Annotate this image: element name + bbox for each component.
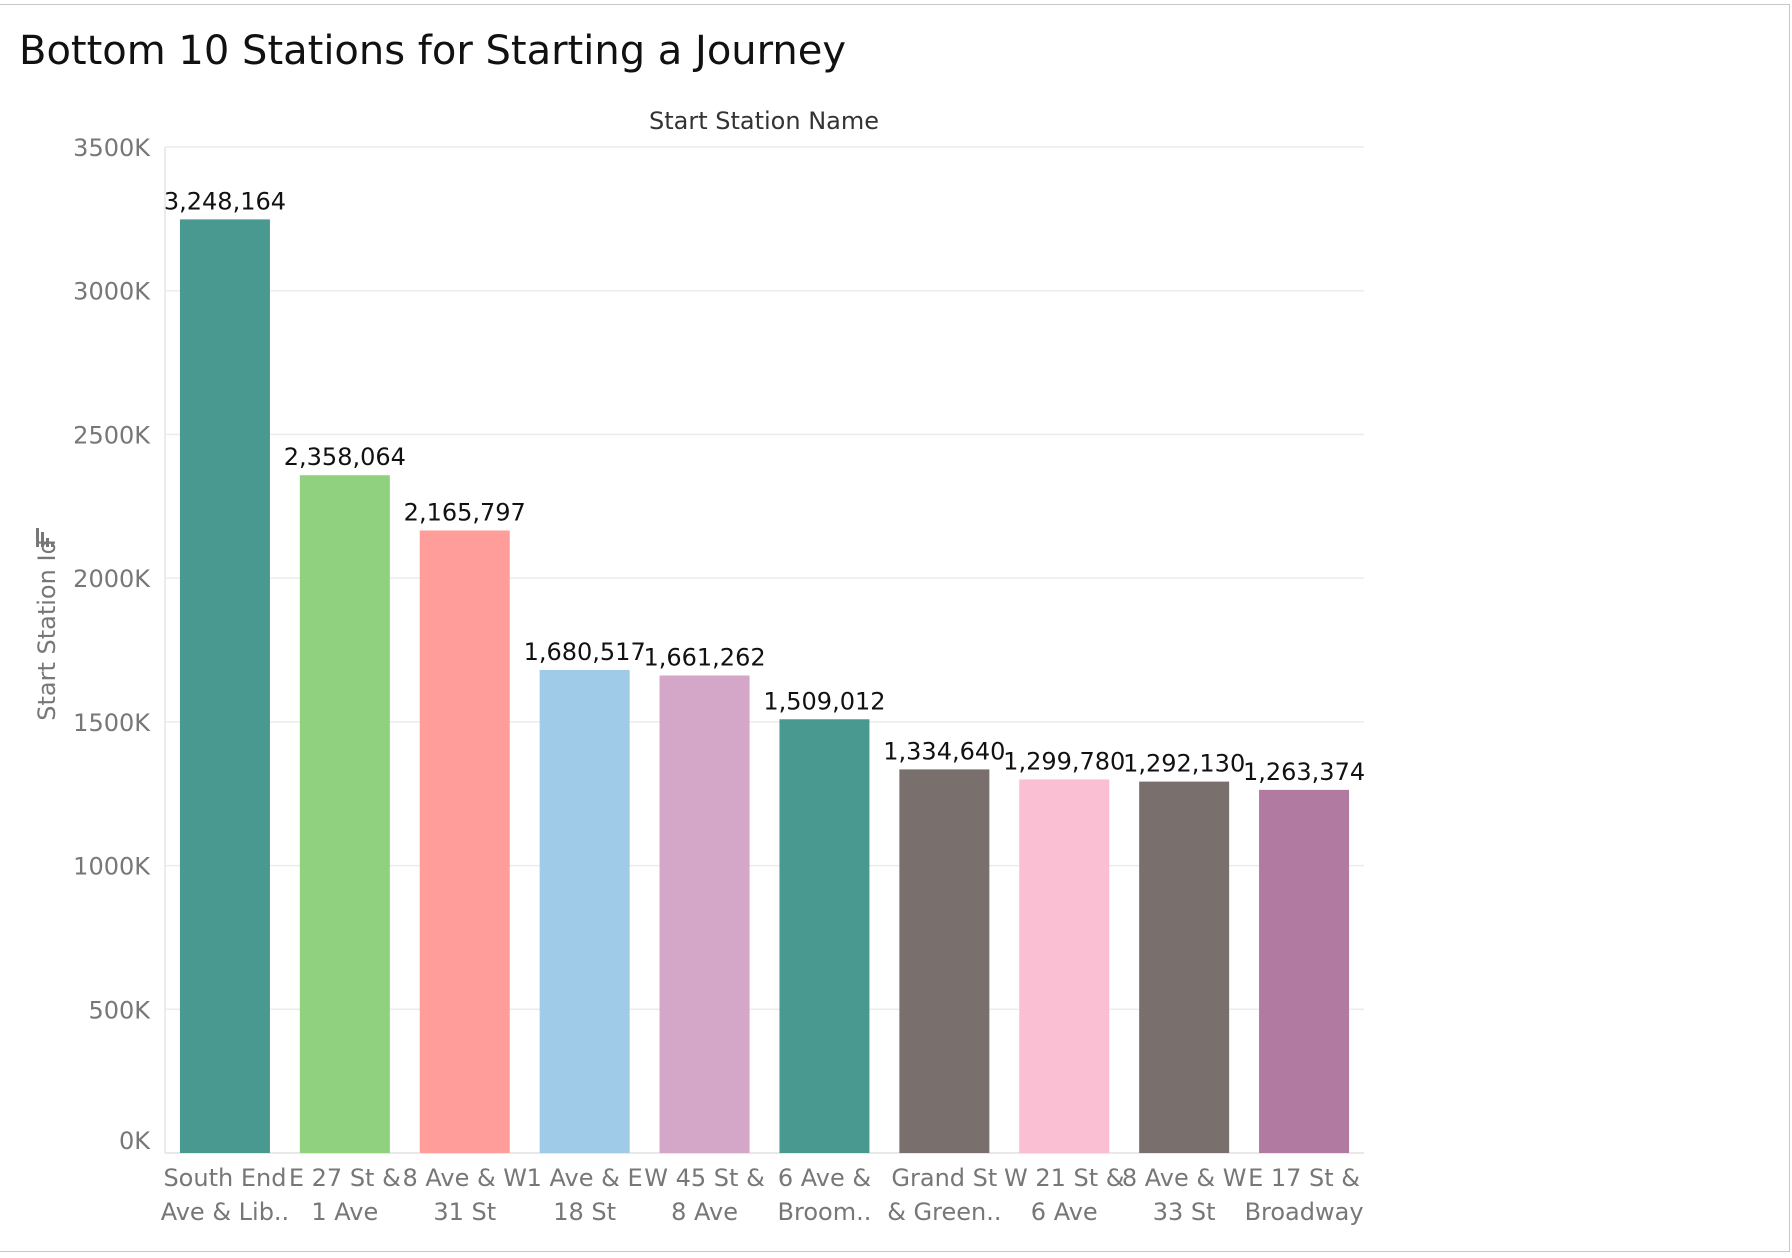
x-tick-label: 31 St xyxy=(433,1198,496,1226)
bar[interactable] xyxy=(299,475,390,1153)
x-tick-label: W 45 St & xyxy=(644,1164,765,1192)
value-label: 1,680,517 xyxy=(524,638,646,666)
y-tick-label: 0K xyxy=(119,1127,151,1155)
y-tick-label: 2500K xyxy=(73,421,151,449)
value-label: 1,263,374 xyxy=(1243,758,1365,786)
x-axis-labels: South End Ave & Lib..E 27 St & 1 Ave 8 Ave … xyxy=(161,1164,1364,1226)
value-label: 1,292,130 xyxy=(1123,750,1245,778)
x-tick-label: 6 Ave xyxy=(1031,1198,1098,1226)
x-tick-label: 8 Ave & W xyxy=(1122,1164,1247,1192)
value-label: 1,509,012 xyxy=(763,687,885,715)
x-tick-label: Broom.. xyxy=(778,1198,872,1226)
x-tick-label: & Green.. xyxy=(887,1198,1001,1226)
bar[interactable] xyxy=(419,530,510,1153)
value-label: 3,248,164 xyxy=(164,187,286,215)
x-tick-label: Broadway xyxy=(1245,1198,1364,1226)
chart-frame xyxy=(0,4,1790,1252)
bar[interactable] xyxy=(539,669,630,1153)
x-tick-label: 1 Ave & E xyxy=(527,1164,643,1192)
x-tick-label: 1 Ave xyxy=(311,1198,378,1226)
bar[interactable] xyxy=(659,675,750,1153)
bars xyxy=(179,219,1350,1153)
value-label: 2,165,797 xyxy=(404,498,526,526)
bar[interactable] xyxy=(1139,781,1230,1153)
bar[interactable] xyxy=(779,719,870,1153)
y-tick-label: 3500K xyxy=(73,134,151,162)
y-tick-label: 1500K xyxy=(73,709,151,737)
column-header: Start Station Name xyxy=(649,107,879,135)
x-tick-label: 6 Ave & xyxy=(778,1164,871,1192)
sort-icon[interactable] xyxy=(36,528,54,547)
value-label: 1,661,262 xyxy=(643,644,765,672)
x-tick-label: 18 St xyxy=(553,1198,616,1226)
x-tick-label: 8 Ave & W xyxy=(402,1164,527,1192)
x-tick-label: 33 St xyxy=(1153,1198,1216,1226)
y-tick-label: 2000K xyxy=(73,565,151,593)
value-label: 2,358,064 xyxy=(284,443,406,471)
value-labels: 3,248,164 2,358,064 2,165,797 1,680,5171,66… xyxy=(164,187,1365,785)
y-axis-ticks: 0K 500K 1000K 1500K 2000K 2500K 3000K 3500K xyxy=(73,134,151,1155)
y-tick-label: 500K xyxy=(88,996,151,1024)
x-tick-label: 8 Ave xyxy=(671,1198,738,1226)
x-tick-label: Ave & Lib.. xyxy=(161,1198,289,1226)
value-label: 1,334,640 xyxy=(883,737,1005,765)
bar[interactable] xyxy=(1019,779,1110,1153)
x-tick-label: E 27 St & xyxy=(289,1164,401,1192)
x-tick-label: South End xyxy=(163,1164,286,1192)
y-axis-title: Start Station Id xyxy=(33,539,61,721)
x-tick-label: W 21 St & xyxy=(1004,1164,1125,1192)
chart-title: Bottom 10 Stations for Starting a Journe… xyxy=(19,28,847,74)
x-tick-label: E 17 St & xyxy=(1248,1164,1360,1192)
bar[interactable] xyxy=(179,219,270,1153)
bar[interactable] xyxy=(1259,789,1350,1153)
y-tick-label: 3000K xyxy=(73,278,151,306)
y-tick-label: 1000K xyxy=(73,853,151,881)
value-label: 1,299,780 xyxy=(1003,747,1125,775)
bar[interactable] xyxy=(899,769,990,1153)
x-tick-label: Grand St xyxy=(891,1164,997,1192)
